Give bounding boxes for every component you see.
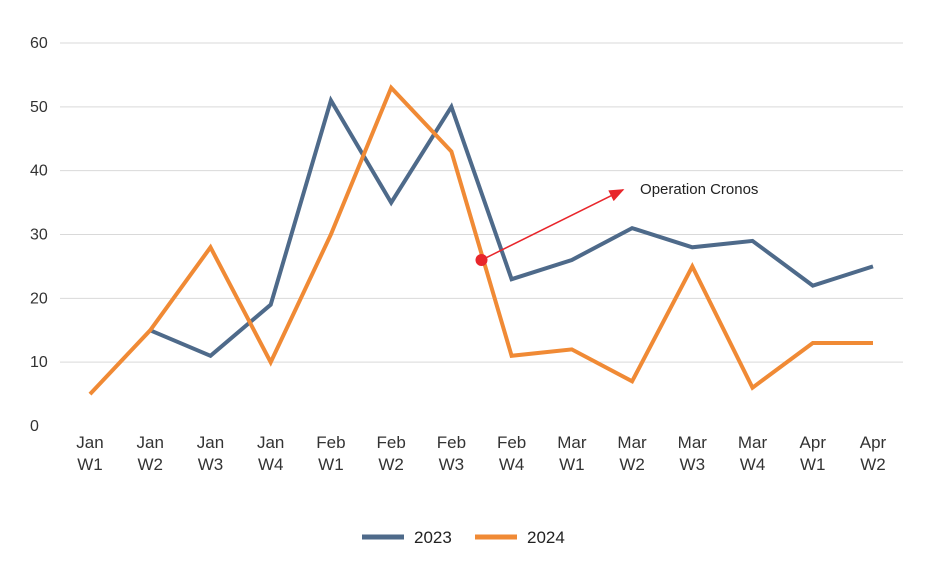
- x-tick-label-week: W4: [740, 455, 766, 474]
- x-tick-label-week: W1: [800, 455, 826, 474]
- x-tick-label-week: W4: [499, 455, 525, 474]
- series-line-2023: [149, 95, 874, 359]
- x-tick-label-week: W2: [619, 455, 645, 474]
- x-axis-ticks: Jan W1 Jan W2 Jan W3 Jan W4 Feb W1 Feb W2 Feb W3 Feb W4…: [76, 433, 886, 474]
- annotation-arrow: [481, 189, 625, 261]
- x-tick-label-month: Apr: [860, 433, 887, 452]
- x-tick-label-week: W2: [860, 455, 886, 474]
- legend-label-2023: 2023: [414, 528, 452, 547]
- x-tick-label-week: W3: [198, 455, 224, 474]
- y-tick-label: 20: [30, 290, 48, 307]
- x-tick-label-month: Feb: [316, 433, 345, 452]
- y-tick-label: 30: [30, 227, 48, 244]
- x-tick-label-month: Jan: [197, 433, 224, 452]
- x-tick-label-week: W2: [378, 455, 404, 474]
- x-tick-label-week: W3: [680, 455, 706, 474]
- y-tick-label: 50: [30, 99, 48, 116]
- x-tick-label-month: Mar: [557, 433, 587, 452]
- grid-lines: [60, 42, 903, 363]
- x-tick-label-month: Feb: [437, 433, 466, 452]
- x-tick-label-week: W2: [137, 455, 163, 474]
- x-tick-label-week: W3: [439, 455, 465, 474]
- y-tick-label: 60: [30, 35, 48, 52]
- x-tick-label-month: Apr: [800, 433, 827, 452]
- annotation-point: [475, 254, 488, 267]
- x-tick-label-month: Mar: [617, 433, 647, 452]
- y-tick-label: 40: [30, 163, 48, 180]
- legend-label-2024: 2024: [527, 528, 565, 547]
- x-tick-label-month: Feb: [497, 433, 526, 452]
- x-tick-label-month: Jan: [257, 433, 284, 452]
- series-line-2024: [88, 84, 873, 396]
- y-axis-ticks: 0 10 20 30 40 50 60: [30, 35, 48, 435]
- x-tick-label-month: Jan: [137, 433, 164, 452]
- x-tick-label-month: Jan: [76, 433, 103, 452]
- x-tick-label-week: W4: [258, 455, 284, 474]
- x-tick-label-month: Mar: [738, 433, 768, 452]
- x-tick-label-week: W1: [559, 455, 585, 474]
- series-lines: [88, 84, 874, 396]
- y-tick-label: 0: [30, 418, 39, 435]
- y-tick-label: 10: [30, 354, 48, 371]
- x-tick-label-month: Feb: [377, 433, 406, 452]
- x-tick-label-week: W1: [77, 455, 103, 474]
- x-tick-label-week: W1: [318, 455, 344, 474]
- legend: 2023 2024: [362, 528, 565, 547]
- x-tick-label-month: Mar: [678, 433, 708, 452]
- annotation: Operation Cronos: [475, 181, 758, 267]
- annotation-label: Operation Cronos: [640, 181, 758, 198]
